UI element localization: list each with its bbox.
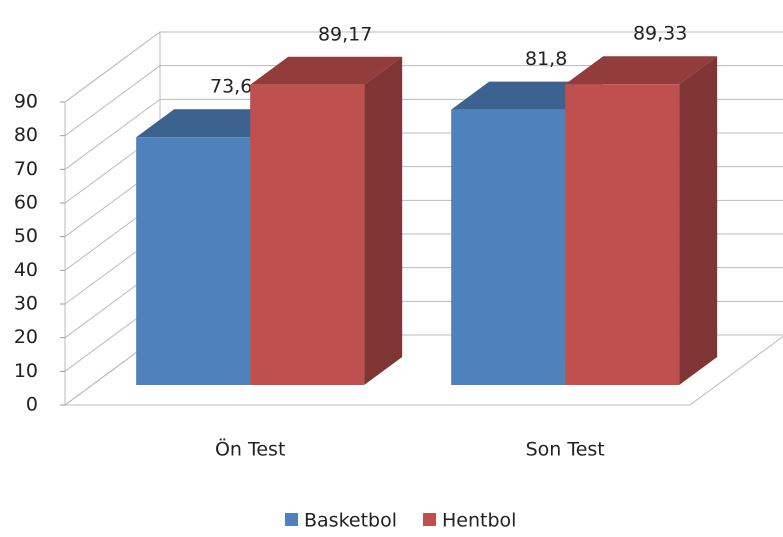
y-tick-label: 60 — [14, 192, 38, 214]
bar-top — [565, 56, 718, 85]
bar-side — [679, 56, 718, 385]
bar-side — [364, 56, 403, 385]
y-tick-label: 90 — [14, 91, 38, 113]
y-tick-label: 0 — [26, 394, 38, 416]
y-tick-label: 40 — [14, 259, 38, 281]
bar — [565, 56, 718, 385]
x-tick-label: Ön Test — [215, 438, 285, 461]
bar-front — [565, 84, 680, 385]
data-label: 81,8 — [525, 48, 567, 70]
x-tick-label: Son Test — [526, 439, 605, 461]
y-tick-label: 70 — [14, 158, 38, 180]
y-tick-label: 50 — [14, 225, 38, 247]
bar — [250, 56, 403, 385]
data-label: 73,6 — [210, 76, 252, 98]
bar-top — [250, 56, 403, 85]
data-label: 89,17 — [318, 23, 372, 45]
y-tick-label: 10 — [14, 360, 38, 382]
bar-front — [136, 137, 251, 385]
legend-label: Basketbol — [304, 510, 397, 532]
y-tick-label: 80 — [14, 124, 38, 146]
legend-swatch — [285, 513, 298, 526]
grid-line — [64, 65, 783, 137]
legend-label: Hentbol — [442, 510, 516, 532]
bar-front — [451, 109, 566, 385]
legend-swatch — [423, 513, 437, 526]
bar-front — [250, 84, 365, 385]
y-tick-label: 20 — [14, 326, 38, 348]
grid-line — [64, 31, 783, 103]
data-label: 89,33 — [633, 23, 687, 45]
y-tick-label: 30 — [14, 293, 38, 315]
